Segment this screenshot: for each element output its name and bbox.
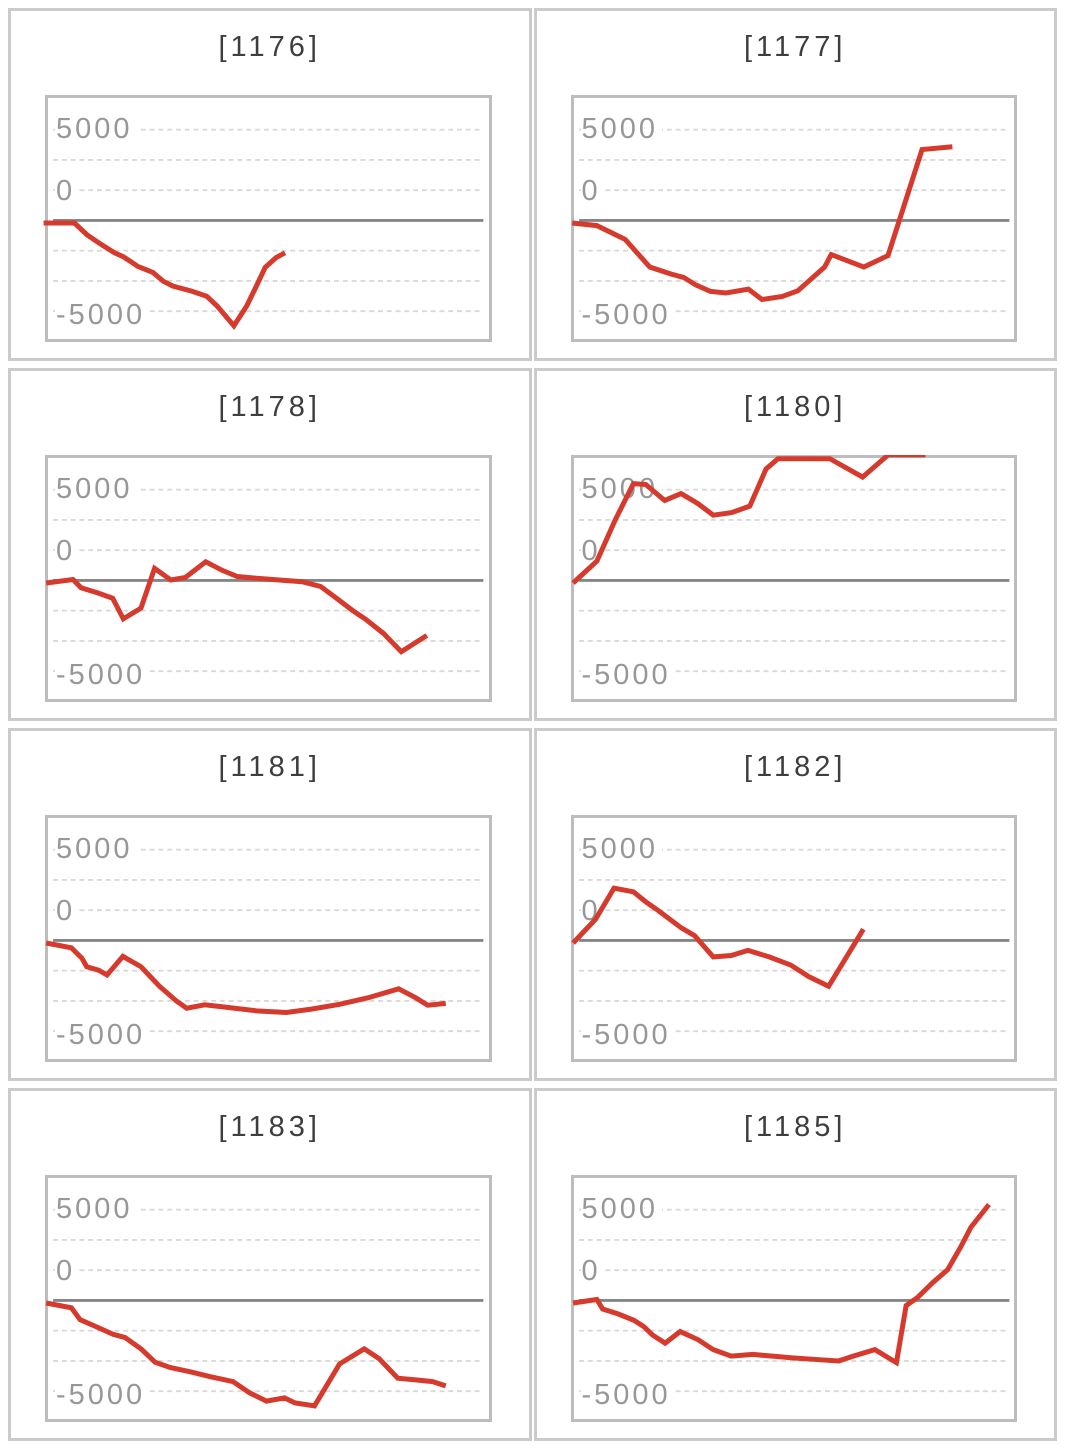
plot-area: 5000 0 -5000 [45,815,492,1062]
chart-panel-1178: [1178] 5000 0 -5000 [8,368,532,721]
y-axis-label-0: 0 [55,896,80,927]
y-axis-label-5000: 5000 [55,114,137,145]
chart-panel-1185: [1185] 5000 0 -5000 [533,1088,1057,1441]
y-axis-label-5000: 5000 [580,114,663,145]
plot-area: 5000 0 -5000 [45,1175,492,1422]
plot-area: 5000 0 -5000 [570,95,1017,342]
chart-panel-1176: [1176] 5000 0 -5000 [8,8,532,361]
chart-title: [1176] [218,31,321,63]
plot-area: 5000 0 -5000 [570,455,1017,702]
y-axis-label--5000: -5000 [580,660,675,691]
y-axis-label-0: 0 [55,176,80,207]
chart-title: [1183] [218,1111,321,1143]
chart-title: [1182] [744,751,847,783]
plot-area: 5000 0 -5000 [570,1175,1017,1422]
gridlines-layer [53,128,484,313]
series-line [570,885,866,990]
series-line [571,144,953,303]
y-axis-label--5000: -5000 [55,660,150,691]
series-line-layer [570,455,926,585]
y-axis-label--5000: -5000 [55,1380,150,1411]
y-axis-label--5000: -5000 [55,1020,150,1051]
y-axis-label-5000: 5000 [55,1194,137,1225]
y-axis-label-0: 0 [580,176,605,207]
chart-title: [1185] [744,1111,847,1143]
series-line-layer [43,220,287,330]
series-line-layer [45,558,429,655]
series-line-layer [45,1300,447,1409]
y-axis-label--5000: -5000 [55,300,150,331]
chart-panel-1177: [1177] 5000 0 -5000 [533,8,1057,361]
y-axis-label-5000: 5000 [55,474,137,505]
plot-area: 5000 0 -5000 [43,95,492,342]
chart-panel-1182: [1182] 5000 0 -5000 [533,728,1057,1081]
series-line [43,220,287,330]
y-axis-label--5000: -5000 [580,300,675,331]
series-line-layer [570,885,866,990]
series-line [45,558,429,655]
chart-panel-1183: [1183] 5000 0 -5000 [8,1088,532,1441]
y-axis-label--5000: -5000 [580,1020,675,1051]
y-axis-label-5000: 5000 [580,834,663,865]
y-axis-label-0: 0 [55,536,80,567]
chart-title: [1177] [744,31,847,63]
y-axis-label-0: 0 [55,1256,80,1287]
series-line [572,1202,991,1367]
gridlines-layer [53,1208,484,1393]
series-line [45,1300,447,1409]
y-axis-label--5000: -5000 [580,1380,675,1411]
y-axis-label-0: 0 [580,1256,605,1287]
series-line-layer [572,1202,991,1367]
series-line [570,455,926,585]
y-axis-label-5000: 5000 [55,834,137,865]
plot-area: 5000 0 -5000 [45,455,492,702]
y-axis-label-5000: 5000 [580,1194,663,1225]
plot-area: 5000 0 -5000 [570,815,1017,1062]
series-line-layer [571,144,953,303]
chart-panel-1181: [1181] 5000 0 -5000 [8,728,532,1081]
chart-title: [1180] [744,391,847,423]
chart-panel-1180: [1180] 5000 0 -5000 [533,368,1057,721]
chart-title: [1181] [218,751,321,783]
chart-grid: [1176] 5000 0 -5000 [1177] 5000 0 -5000 [117… [8,8,1057,1441]
series-line [45,940,447,1016]
chart-title: [1178] [218,391,321,423]
series-line-layer [45,940,447,1016]
